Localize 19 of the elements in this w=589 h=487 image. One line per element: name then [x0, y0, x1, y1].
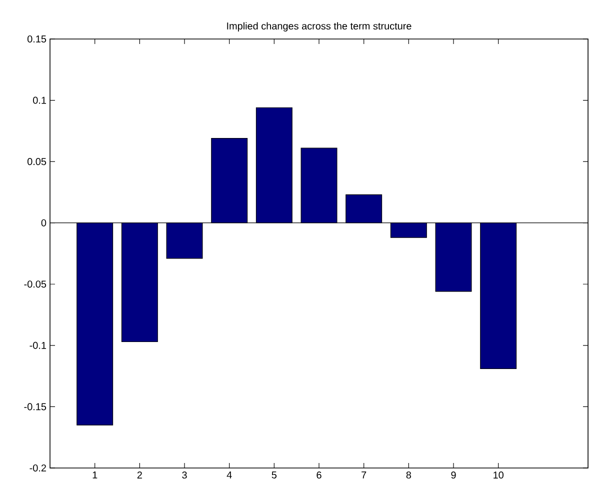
y-tick-label: -0.1	[30, 342, 46, 349]
x-tick-label: 7	[362, 472, 366, 478]
x-tick-label: 1	[92, 472, 98, 478]
x-tick-label: 5	[272, 472, 277, 478]
x-tick-label: 4	[226, 472, 232, 478]
x-tick-label: 6	[316, 472, 322, 479]
y-tick-label: -0.05	[24, 280, 46, 288]
y-tick-label: 0.15	[27, 35, 46, 43]
y-tick-label: -0.2	[30, 464, 46, 472]
x-tick-label: 8	[406, 472, 412, 479]
y-tick-label: 0.1	[33, 96, 46, 104]
y-tick-label: -0.15	[24, 403, 46, 410]
y-tick-label: 0	[41, 219, 46, 226]
chart-title: Implied changes across the term structure	[227, 22, 412, 32]
x-tick-label: 9	[451, 472, 456, 479]
x-tick-label: 3	[182, 472, 187, 479]
y-tick-label: 0.05	[27, 158, 46, 166]
x-tick-label: 10	[494, 472, 504, 479]
x-tick-label: 2	[137, 472, 142, 478]
